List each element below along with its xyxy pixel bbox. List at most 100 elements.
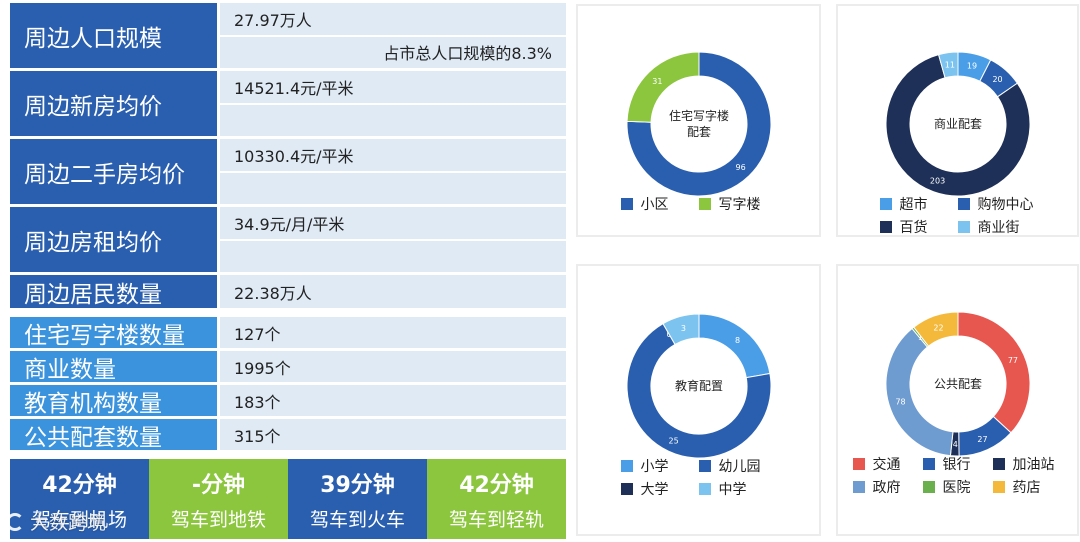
chart-panel-commercial: 19 20 203 11 商业配套 超市 购物中心 百货 商业街 — [836, 4, 1079, 237]
legend-label: 银行 — [942, 457, 971, 473]
slice-value-label: 27 — [977, 435, 987, 444]
stat-label: 周边二手房均价 — [10, 139, 217, 204]
legend-item: 小学 — [620, 456, 699, 476]
donut-slice — [937, 51, 959, 79]
slice-value-label: 8 — [735, 336, 740, 345]
legend-item: 交通 — [852, 454, 923, 474]
donut-slice — [913, 311, 959, 347]
slice-value-label: 77 — [1008, 356, 1018, 365]
slice-value-label: 96 — [736, 163, 746, 172]
legend-item: 银行 — [922, 454, 993, 474]
chart-title: 商业配套 — [934, 116, 982, 131]
donut-slice — [885, 327, 954, 457]
stat-label: 周边房租均价 — [10, 207, 217, 272]
stat-value: 22.38万人 — [220, 275, 566, 308]
chart-panel-public: 77 27 4 78 1 22 公共配套 交通 银行 加油站 政府 医院 药店 — [836, 264, 1079, 536]
donut-slice — [626, 51, 700, 123]
legend-item: 超市 — [879, 194, 958, 214]
legend-label: 中学 — [718, 482, 747, 498]
legend-swatch — [852, 458, 865, 470]
legend-label: 医院 — [942, 480, 971, 496]
legend-item: 加油站 — [992, 454, 1063, 474]
count-row: 公共配套数量 315个 — [10, 419, 566, 451]
stat-row-new-price: 周边新房均价 14521.4元/平米 — [10, 71, 566, 136]
travel-time-bar: 42分钟 驾车到机场 -分钟 驾车到地铁 39分钟 驾车到火车 42分钟 驾车到… — [10, 459, 566, 539]
stat-value: 27.97万人 — [220, 3, 566, 35]
legend-swatch — [620, 198, 633, 210]
legend-item: 药店 — [992, 477, 1063, 497]
travel-cell-train: 39分钟 驾车到火车 — [288, 459, 427, 539]
legend-swatch — [922, 458, 935, 470]
donut-slice — [957, 311, 1031, 434]
legend-swatch — [698, 460, 711, 472]
travel-desc: 驾车到火车 — [309, 508, 405, 531]
travel-cell-light-rail: 42分钟 驾车到轻轨 — [427, 459, 566, 539]
chart-title: 公共配套 — [934, 377, 982, 391]
donut-chart: 77 27 4 78 1 22 公共配套 — [885, 311, 1031, 457]
legend-item: 中学 — [698, 479, 777, 499]
travel-cell-subway: -分钟 驾车到地铁 — [149, 459, 288, 539]
count-row: 商业数量 1995个 — [10, 351, 566, 383]
stat-label: 周边新房均价 — [10, 71, 217, 136]
legend-swatch — [992, 458, 1005, 470]
stat-row-residents: 周边居民数量 22.38万人 — [10, 275, 566, 308]
legend-item: 医院 — [922, 477, 993, 497]
count-label: 教育机构数量 — [10, 385, 217, 417]
travel-minutes: 42分钟 — [459, 472, 534, 498]
watermark: 大数跨境 — [6, 508, 106, 535]
legend-swatch — [992, 481, 1005, 493]
legend-swatch — [620, 460, 633, 472]
donut-chart: 82503教育配置 — [626, 313, 772, 459]
stat-note: 占市总人口规模的8.3% — [220, 36, 566, 68]
legend-swatch — [957, 198, 970, 210]
legend-item: 写字楼 — [698, 194, 777, 214]
travel-desc: 驾车到轻轨 — [448, 508, 544, 531]
legend-swatch — [852, 481, 865, 493]
count-label: 住宅写字楼数量 — [10, 317, 217, 349]
slice-value-label: 22 — [933, 323, 943, 332]
legend-label: 小学 — [640, 459, 669, 475]
legend-label: 百货 — [899, 220, 928, 236]
chart-title: 住宅写字楼配套 — [669, 108, 729, 139]
slice-value-label: 25 — [669, 436, 679, 445]
donut-chart: 19 20 203 11 商业配套 — [885, 51, 1031, 197]
slice-value-label: 20 — [992, 75, 1002, 84]
count-label: 商业数量 — [10, 351, 217, 383]
travel-desc: 驾车到机场 — [31, 508, 127, 531]
stat-row-population: 周边人口规模 27.97万人 占市总人口规模的8.3% — [10, 3, 566, 68]
count-value: 315个 — [220, 419, 566, 450]
legend-swatch — [922, 481, 935, 493]
watermark-logo-icon — [6, 512, 24, 531]
legend-label: 小区 — [640, 197, 669, 213]
legend-item: 商业街 — [957, 217, 1036, 237]
legend-label: 药店 — [1012, 480, 1041, 496]
slice-value-label: 31 — [652, 77, 662, 86]
slice-value-label: 3 — [681, 324, 686, 333]
donut-slice — [885, 54, 1031, 197]
count-value: 1995个 — [220, 351, 566, 382]
legend-item: 购物中心 — [957, 194, 1036, 214]
legend-swatch — [957, 221, 970, 233]
donut-slice — [698, 313, 771, 379]
legend-label: 超市 — [899, 197, 928, 213]
slice-value-label: 11 — [945, 61, 955, 70]
stat-value: 34.9元/月/平米 — [220, 207, 566, 239]
legend-label: 加油站 — [1012, 457, 1055, 473]
legend-swatch — [698, 198, 711, 210]
chart-legend: 小学 幼儿园大学 中学 — [578, 456, 819, 502]
legend-item: 大学 — [620, 479, 699, 499]
stat-value: 14521.4元/平米 — [220, 71, 566, 103]
legend-label: 购物中心 — [977, 197, 1034, 213]
travel-desc: 驾车到地铁 — [170, 508, 266, 531]
count-label: 公共配套数量 — [10, 419, 217, 451]
count-value: 183个 — [220, 385, 566, 416]
slice-value-label: 4 — [953, 440, 958, 449]
travel-cell-airport: 42分钟 驾车到机场 — [10, 459, 149, 539]
legend-item: 百货 — [879, 217, 958, 237]
donut-slice — [626, 51, 772, 197]
chart-panel-office: 96 31 住宅写字楼配套小区 写字楼 — [576, 4, 821, 237]
legend-swatch — [698, 483, 711, 495]
count-row: 住宅写字楼数量 127个 — [10, 317, 566, 349]
legend-item: 幼儿园 — [698, 456, 777, 476]
travel-minutes: 39分钟 — [320, 472, 395, 498]
